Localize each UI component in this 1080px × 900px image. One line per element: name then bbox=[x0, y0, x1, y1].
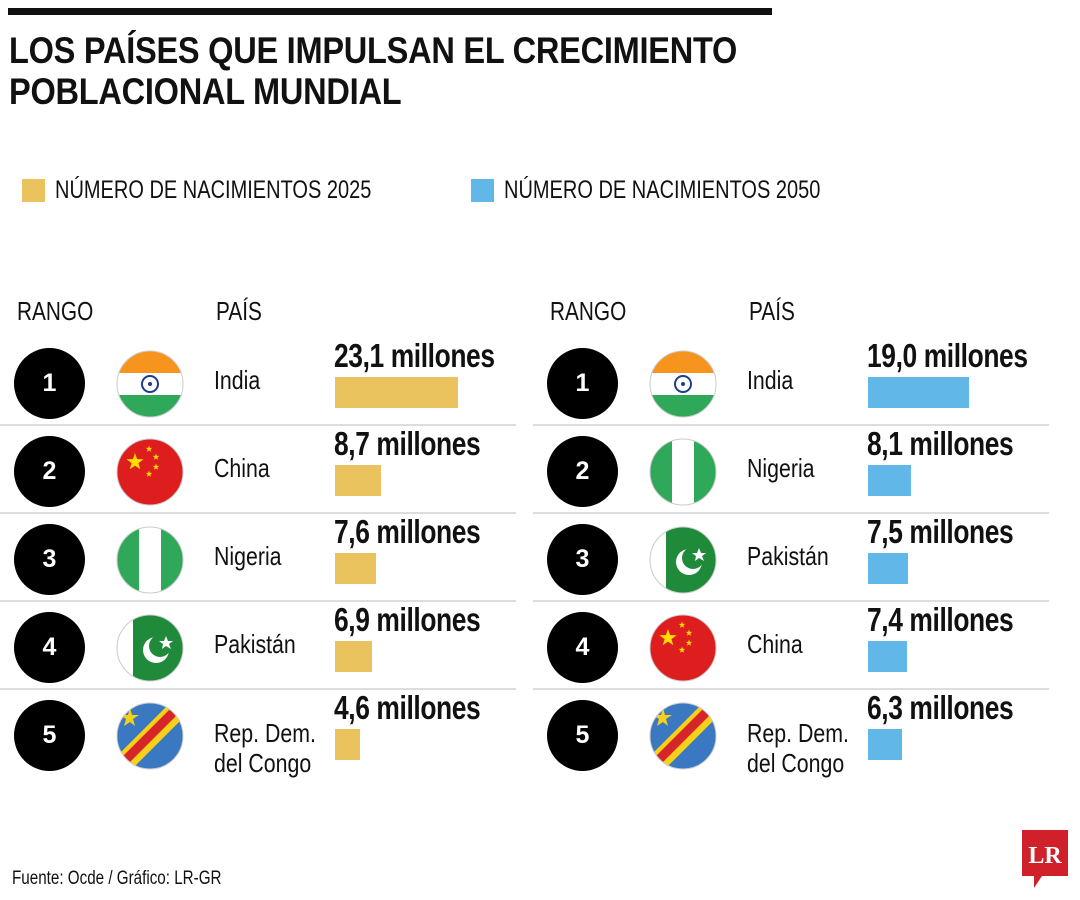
ranking-2050: RANGO PAÍS 1 India 19,0 millones 2 Nigeria 8,… bbox=[533, 296, 1053, 796]
rank-badge: 5 bbox=[547, 700, 618, 771]
rank-badge: 3 bbox=[547, 524, 618, 595]
country-label: Nigeria bbox=[214, 541, 282, 571]
drc-flag-icon bbox=[116, 702, 184, 770]
source-note: Fuente: Ocde / Gráfico: LR-GR bbox=[12, 868, 222, 889]
country-label: Rep. Dem. del Congo bbox=[747, 718, 849, 778]
drc-flag-icon bbox=[649, 702, 717, 770]
china-flag-icon bbox=[649, 614, 717, 682]
legend-2025: NÚMERO DE NACIMIENTOS 2025 bbox=[22, 176, 450, 205]
ranking-row: 2 China 8,7 millones bbox=[0, 424, 516, 514]
value-bar bbox=[868, 641, 908, 672]
header-country: PAÍS bbox=[749, 296, 795, 326]
rank-badge: 1 bbox=[14, 348, 85, 419]
nigeria-flag-icon bbox=[649, 438, 717, 506]
value-bar bbox=[335, 641, 372, 672]
legend-swatch-2025 bbox=[22, 179, 45, 202]
ranking-row: 4 China 7,4 millones bbox=[533, 600, 1049, 690]
india-flag-icon bbox=[649, 350, 717, 418]
value-bar bbox=[335, 377, 459, 408]
ranking-2025: RANGO PAÍS 1 India 23,1 millones 2 China 8,7 … bbox=[0, 296, 520, 796]
india-flag-icon bbox=[116, 350, 184, 418]
country-label: China bbox=[747, 629, 803, 659]
svg-text:LR: LR bbox=[1028, 843, 1062, 869]
value-label: 19,0 millones bbox=[867, 337, 1028, 374]
value-bar bbox=[335, 729, 360, 760]
value-bar bbox=[335, 553, 376, 584]
china-flag-icon bbox=[116, 438, 184, 506]
value-label: 7,4 millones bbox=[867, 601, 1014, 638]
value-label: 8,1 millones bbox=[867, 425, 1014, 462]
rank-badge: 2 bbox=[14, 436, 85, 507]
header-rank: RANGO bbox=[550, 296, 627, 326]
title-line-2: POBLACIONAL MUNDIAL bbox=[9, 71, 402, 112]
country-label: Pakistán bbox=[747, 541, 829, 571]
pakistan-flag-icon bbox=[649, 526, 717, 594]
rank-badge: 3 bbox=[14, 524, 85, 595]
header-country: PAÍS bbox=[216, 296, 262, 326]
legend-2050: NÚMERO DE NACIMIENTOS 2050 bbox=[471, 176, 899, 205]
ranking-row: 5 Rep. Dem. del Congo 6,3 millones bbox=[533, 688, 1049, 778]
value-label: 23,1 millones bbox=[334, 337, 495, 374]
ranking-row: 5 Rep. Dem. del Congo 4,6 millones bbox=[0, 688, 516, 778]
country-label: Rep. Dem. del Congo bbox=[214, 718, 316, 778]
legend-label-2025: NÚMERO DE NACIMIENTOS 2025 bbox=[55, 176, 372, 204]
value-label: 8,7 millones bbox=[334, 425, 481, 462]
header-rank: RANGO bbox=[17, 296, 94, 326]
rank-badge: 1 bbox=[547, 348, 618, 419]
ranking-row: 4 Pakistán 6,9 millones bbox=[0, 600, 516, 690]
country-label: India bbox=[747, 365, 794, 395]
title-line-1: LOS PAÍSES QUE IMPULSAN EL CRECIMIENTO bbox=[9, 30, 738, 71]
chart-title: LOS PAÍSES QUE IMPULSAN EL CRECIMIENTO P… bbox=[9, 30, 783, 112]
title-rule bbox=[8, 8, 772, 15]
value-bar bbox=[335, 465, 382, 496]
rank-badge: 2 bbox=[547, 436, 618, 507]
ranking-row: 1 India 19,0 millones bbox=[533, 336, 1049, 426]
value-bar bbox=[868, 553, 908, 584]
nigeria-flag-icon bbox=[116, 526, 184, 594]
country-label: India bbox=[214, 365, 261, 395]
ranking-row: 1 India 23,1 millones bbox=[0, 336, 516, 426]
pakistan-flag-icon bbox=[116, 614, 184, 682]
country-label: China bbox=[214, 453, 270, 483]
rank-badge: 4 bbox=[14, 612, 85, 683]
lr-logo: LR bbox=[1022, 830, 1068, 888]
rank-badge: 5 bbox=[14, 700, 85, 771]
country-label: Pakistán bbox=[214, 629, 296, 659]
ranking-row: 3 Pakistán 7,5 millones bbox=[533, 512, 1049, 602]
country-label: Nigeria bbox=[747, 453, 815, 483]
value-label: 6,9 millones bbox=[334, 601, 481, 638]
value-label: 7,5 millones bbox=[867, 513, 1014, 550]
ranking-row: 3 Nigeria 7,6 millones bbox=[0, 512, 516, 602]
rank-badge: 4 bbox=[547, 612, 618, 683]
value-bar bbox=[868, 465, 912, 496]
ranking-row: 2 Nigeria 8,1 millones bbox=[533, 424, 1049, 514]
value-label: 6,3 millones bbox=[867, 689, 1014, 726]
value-label: 4,6 millones bbox=[334, 689, 481, 726]
value-label: 7,6 millones bbox=[334, 513, 481, 550]
legend-label-2050: NÚMERO DE NACIMIENTOS 2050 bbox=[504, 176, 821, 204]
value-bar bbox=[868, 729, 902, 760]
legend-swatch-2050 bbox=[471, 179, 494, 202]
value-bar bbox=[868, 377, 970, 408]
